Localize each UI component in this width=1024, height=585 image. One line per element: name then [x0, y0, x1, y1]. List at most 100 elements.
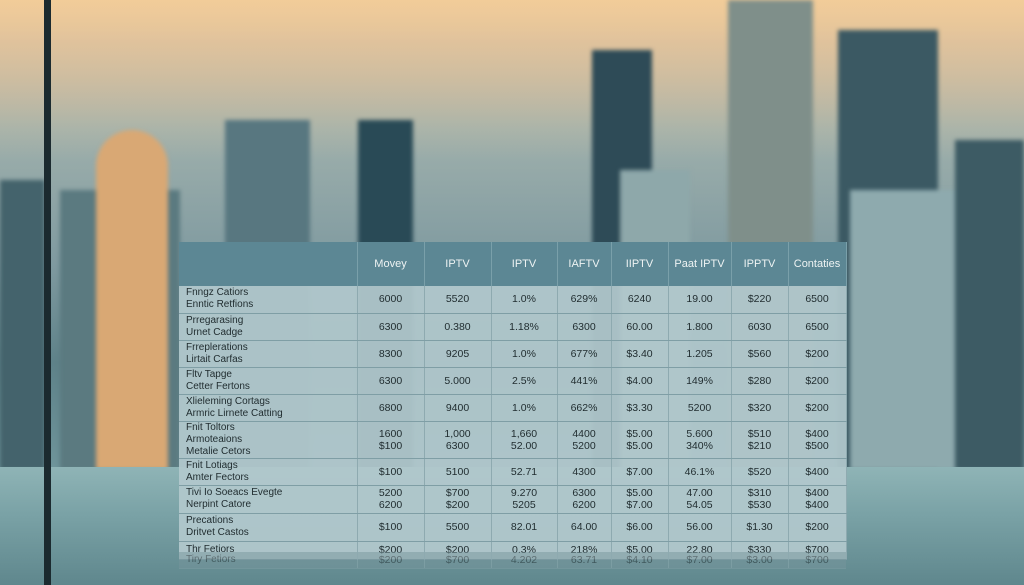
row-label-line: Tivi Io Soeacs Evegte	[186, 487, 283, 498]
table-cell: $520	[731, 458, 789, 486]
cell-value: 6500	[805, 320, 829, 333]
cell-value: 6030	[747, 320, 772, 333]
table-cell: 1.0%	[491, 286, 558, 314]
cell-value: 60.00	[626, 320, 653, 333]
row-label: Tiry Fetiors	[179, 552, 358, 569]
cell-value: $500	[805, 439, 829, 452]
table-cell: 6300	[557, 313, 612, 341]
cell-value: 52.71	[510, 465, 538, 478]
table-cell: 6000	[357, 286, 425, 314]
table-row: Fnngz Catiors Enntic Retfions 6000 5520 1.0%…	[179, 286, 847, 314]
cell-value: 6240	[627, 293, 652, 306]
cell-value: 6300	[378, 374, 403, 387]
row-label: Fltv Tapge Cetter Fertons	[179, 367, 358, 395]
cell-value: 6300	[378, 320, 403, 333]
row-label-line: Armric Lirnete Catting	[186, 407, 283, 419]
cell-value: $5.00	[626, 487, 653, 499]
table-cell: $7.00	[611, 458, 669, 486]
cell-value: $3.30	[626, 401, 653, 414]
cell-value: 6000	[378, 293, 403, 306]
column-header: Contaties	[788, 242, 847, 286]
row-label-line: Cetter Fertons	[186, 380, 250, 392]
row-label: Xlieleming Cortags Armric Lirnete Catting	[179, 394, 358, 422]
row-label: Fnit Lotiags Amter Fectors	[179, 458, 358, 486]
table-cell: 46.1%	[668, 458, 732, 486]
cell-value: $280	[747, 374, 772, 387]
row-label: Frreplerations Lirtait Carfas	[179, 340, 358, 368]
table-cell: 52.71	[491, 458, 558, 486]
table-cell: $280	[731, 367, 789, 395]
cell-value: 64.00	[570, 521, 598, 533]
column-header: Paat IPTV	[668, 242, 732, 286]
row-label: Precations Dritvet Castos	[179, 513, 358, 542]
cell-value: $3.40	[626, 347, 653, 360]
table-cell: 6240	[611, 286, 669, 314]
cell-value: 4.202	[510, 554, 538, 566]
cell-value: $210	[747, 439, 772, 452]
table-cell: $310 $530	[731, 485, 789, 514]
table-cell: $200	[788, 394, 847, 422]
cell-value: $4.10	[626, 554, 653, 566]
table-cell: $400	[788, 458, 847, 486]
row-label-line: Fltv Tapge	[186, 368, 232, 380]
cell-value: 4300	[572, 465, 596, 478]
cell-value: 63.71	[570, 554, 598, 566]
row-label-line: Armoteaions	[186, 433, 243, 445]
cell-value: 9400	[445, 401, 470, 414]
table-cell: 1.800	[668, 313, 732, 341]
table-cell: 9.270 5205	[491, 485, 558, 514]
cell-value: 5.600	[686, 427, 713, 440]
row-label-line: Xlieleming Cortags	[186, 395, 270, 407]
cell-value: $400	[805, 487, 829, 499]
cell-value: 6200	[572, 499, 596, 511]
table-cell: $700	[424, 552, 492, 569]
table-cell: $100	[357, 513, 425, 542]
table-row: Frreplerations Lirtait Carfas 8300 9205 1.0%…	[179, 340, 847, 368]
table-cell: 64.00	[557, 513, 612, 542]
table-cell: $700	[788, 552, 846, 569]
row-label-line: Nerpint Catore	[186, 499, 252, 510]
row-label-line: Urnet Cadge	[186, 326, 243, 338]
column-header: IPPTV	[731, 242, 789, 286]
table-cell: 60.00	[611, 313, 669, 341]
cell-value: $200	[805, 521, 829, 533]
table-cell: 1.205	[668, 340, 732, 368]
cell-value: 149%	[686, 374, 713, 387]
table-cell: 9205	[424, 340, 492, 368]
cell-value: 47.00	[686, 487, 713, 499]
cell-value: 5520	[445, 293, 470, 306]
cell-value: 54.05	[686, 499, 713, 511]
column-header: IPTV	[424, 242, 492, 286]
cell-value: $510	[747, 427, 772, 440]
table-cell: $5.00 $7.00	[611, 485, 669, 514]
cell-value: $530	[747, 499, 772, 511]
cell-value: 5200	[572, 439, 596, 452]
cell-value: 52.00	[510, 439, 538, 452]
table-cell: $220	[731, 286, 789, 314]
row-label-line: Frreplerations	[186, 341, 248, 353]
cell-value: 1,000	[444, 427, 471, 440]
cell-value: 19.00	[686, 293, 713, 306]
cell-value: 6300	[572, 320, 596, 333]
cell-value: 629%	[570, 293, 598, 306]
cell-value: $310	[747, 487, 772, 499]
table-cell: 6500	[788, 313, 847, 341]
cell-value: $400	[805, 499, 829, 511]
table-row: Xlieleming Cortags Armric Lirnete Catting…	[179, 394, 847, 422]
row-label: Fnit Toltors Armoteaions Metalie Cetors	[179, 421, 358, 459]
cell-value: 662%	[570, 401, 598, 414]
table-cell: $200	[788, 367, 847, 395]
cell-value: 0.380	[444, 320, 471, 333]
row-label-line: Enntic Retfions	[186, 299, 254, 311]
cell-value: $100	[378, 439, 403, 452]
table-cell: 5.600 340%	[668, 421, 732, 459]
table-cell: 5.000	[424, 367, 492, 395]
row-label-line: Precations	[186, 515, 234, 526]
cell-value: 1.18%	[509, 320, 539, 333]
cell-value: 1.0%	[512, 293, 536, 306]
cell-value: 5200	[687, 401, 712, 414]
cell-value: $700	[445, 554, 470, 566]
cell-value: 1600	[378, 427, 403, 440]
table-row: Prregarasing Urnet Cadge 6300 0.380 1.18% 630…	[179, 313, 847, 341]
table-cell: 4.202	[491, 552, 558, 569]
